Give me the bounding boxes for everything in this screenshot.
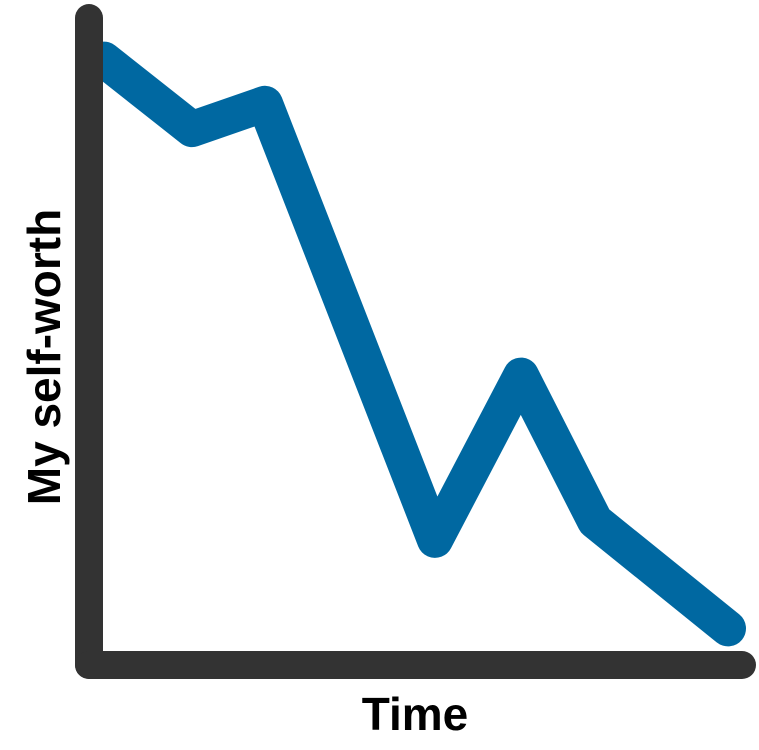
plot-area: [86, 41, 746, 647]
x-axis-label: Time: [362, 688, 469, 740]
y-axis-label: My self-worth: [18, 209, 70, 505]
self-worth-series-line: [86, 41, 746, 647]
data-points: [103, 59, 729, 629]
